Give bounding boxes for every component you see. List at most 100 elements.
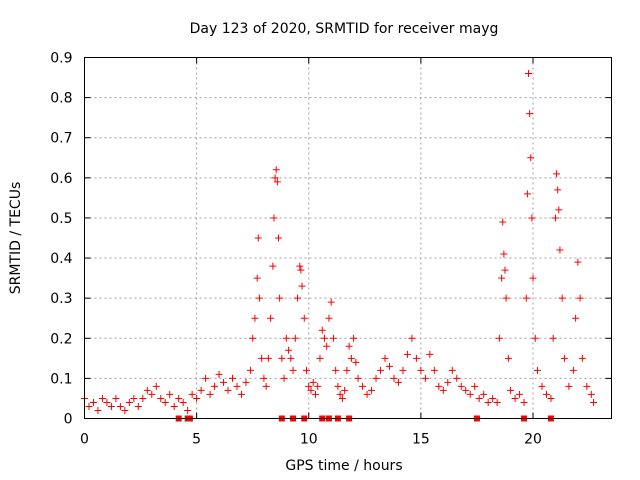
y-tick-label: 0.4 (50, 251, 72, 267)
data-point (499, 218, 507, 226)
data-point (148, 390, 156, 398)
data-point (551, 214, 559, 222)
data-point (134, 402, 142, 410)
data-point (320, 334, 328, 342)
data-point (435, 382, 443, 390)
x-tick-label: 20 (524, 432, 542, 448)
data-point (533, 366, 541, 374)
plot-frame (84, 57, 612, 419)
data-point (466, 390, 474, 398)
data-point (558, 294, 566, 302)
data-point (197, 386, 205, 394)
data-point (170, 402, 178, 410)
data-point (347, 354, 355, 362)
data-point (272, 166, 280, 174)
data-point (549, 334, 557, 342)
data-point (107, 402, 115, 410)
axes: 0 0.1 0.2 0.3 0.4 0.5 0.6 0.7 0.8 0.9 0 5 10 15 20 (50, 51, 612, 448)
data-point (85, 402, 93, 410)
y-axis-label: SRMTID / TECUs (8, 182, 24, 295)
data-point (368, 386, 376, 394)
y-tick-label: 0 (64, 412, 73, 428)
data-point (157, 394, 165, 402)
data-point (523, 190, 531, 198)
data-point (130, 394, 138, 402)
data-point (220, 378, 228, 386)
data-point (345, 342, 353, 350)
data-point (363, 390, 371, 398)
data-point (528, 214, 536, 222)
data-point (264, 354, 272, 362)
data-point (500, 250, 508, 258)
data-point (270, 214, 278, 222)
data-point (311, 390, 319, 398)
data-point (471, 382, 479, 390)
data-point (316, 354, 324, 362)
data-point (211, 382, 219, 390)
data-point (125, 398, 133, 406)
data-point (403, 350, 411, 358)
data-point (560, 354, 568, 362)
data-point (327, 298, 335, 306)
grid (84, 57, 612, 419)
data-point (249, 334, 257, 342)
y-tick-label: 0.3 (50, 291, 72, 307)
data-point (538, 382, 546, 390)
data-point (531, 334, 539, 342)
data-point (511, 394, 519, 402)
chart-title: Day 123 of 2020, SRMTID for receiver may… (190, 21, 499, 37)
data-point (350, 334, 358, 342)
data-point (267, 314, 275, 322)
data-point (399, 366, 407, 374)
data-point (408, 334, 416, 342)
data-point (193, 394, 201, 402)
data-point (116, 402, 124, 410)
data-point (412, 354, 420, 362)
data-point (372, 374, 380, 382)
data-point (166, 390, 174, 398)
data-point (285, 346, 293, 354)
data-point (175, 394, 183, 402)
data-point (493, 398, 501, 406)
y-tick-label: 0.9 (50, 51, 72, 67)
data-point (444, 378, 452, 386)
data-point (381, 354, 389, 362)
data-point (553, 170, 561, 178)
data-point (246, 366, 254, 374)
data-point (98, 394, 106, 402)
data-point (527, 154, 535, 162)
y-tick-label: 0.7 (50, 131, 72, 147)
data-point (502, 294, 510, 302)
data-point (94, 406, 102, 414)
x-tick-label: 5 (192, 432, 201, 448)
data-point (556, 246, 564, 254)
data-point (526, 110, 534, 118)
y-tick-label: 0.8 (50, 91, 72, 107)
data-point (574, 258, 582, 266)
data-point (495, 334, 503, 342)
data-point (555, 206, 563, 214)
data-point (282, 334, 290, 342)
x-tick-label: 0 (80, 432, 89, 448)
data-point (480, 390, 488, 398)
data-point (273, 178, 281, 186)
data-point (547, 394, 555, 402)
data-point (498, 274, 506, 282)
data-point (179, 398, 187, 406)
data-point (152, 382, 160, 390)
data-point (522, 294, 530, 302)
x-axis-label: GPS time / hours (285, 458, 402, 474)
data-point (318, 326, 326, 334)
data-point (305, 382, 313, 390)
data-point (390, 374, 398, 382)
data-point (184, 406, 192, 414)
data-point (516, 390, 524, 398)
data-point (417, 366, 425, 374)
data-point (309, 378, 317, 386)
data-point (385, 362, 393, 370)
data-point (341, 386, 349, 394)
data-point (143, 386, 151, 394)
y-tick-label: 0.2 (50, 331, 72, 347)
data-point (314, 382, 322, 390)
